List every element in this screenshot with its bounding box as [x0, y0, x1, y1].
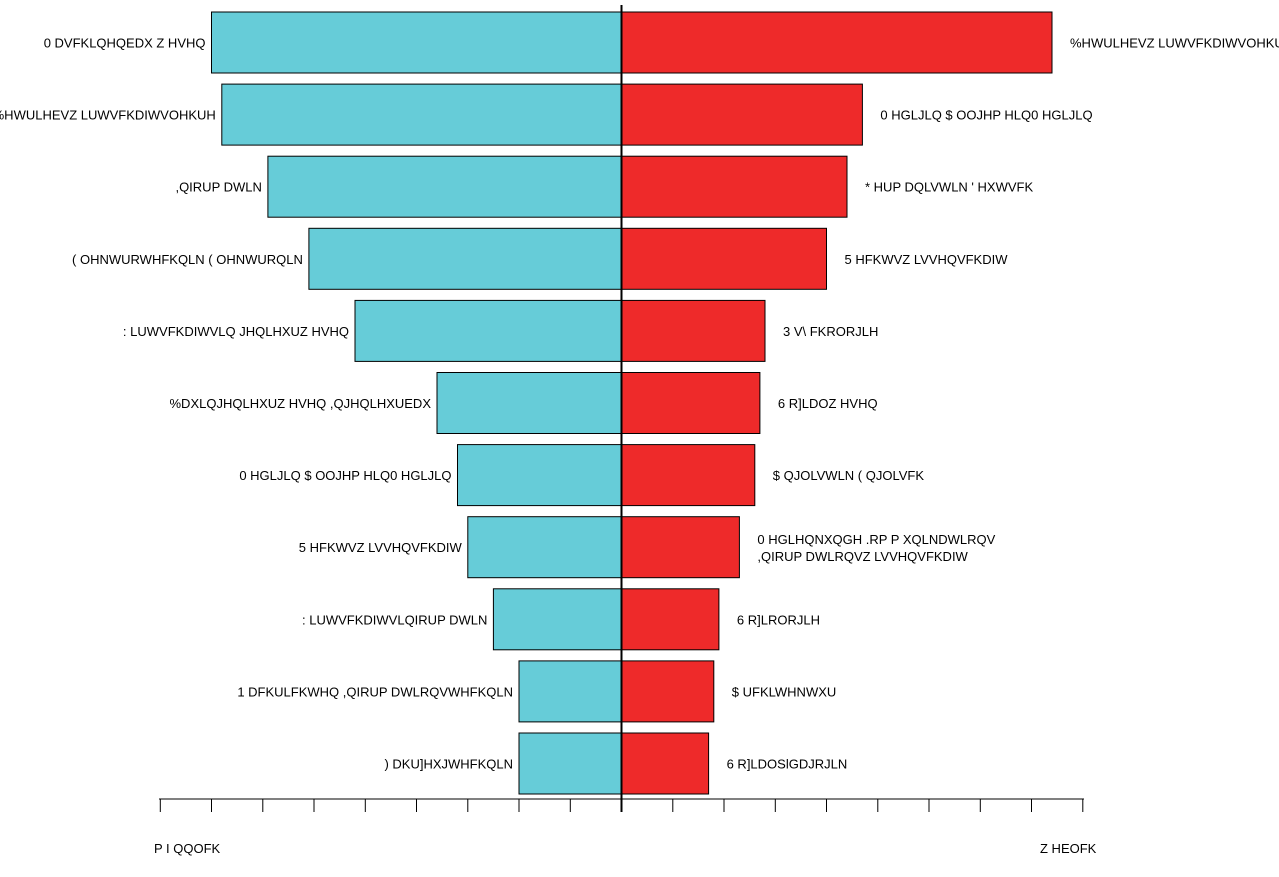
category-label-left: : LUWVFKDIWVLQ JHQLHXUZ HVHQ: [123, 324, 349, 339]
category-label-left: %HWULHEVZ LUWVFKDIWVOHKUH: [0, 108, 216, 123]
category-label-left: 0 DVFKLQHQEDX Z HVHQ: [44, 36, 206, 51]
bar-left: [457, 444, 622, 507]
bar-left: [221, 83, 623, 146]
bar-left: [211, 11, 622, 74]
bar-left: [267, 155, 622, 218]
bar-right: [621, 299, 766, 362]
bar-left: [492, 588, 622, 651]
category-label-right: %HWULHEVZ LUWVFKDIWVOHKUH: [1070, 36, 1279, 51]
bar-right: [621, 516, 740, 579]
axis-label-right: Z HEOFK: [1040, 841, 1097, 856]
category-label-right: 0 HGLJLQ $ OOJHP HLQ0 HGLJLQ: [880, 108, 1092, 123]
category-label-left: ( OHNWURWHFKQLN ( OHNWURQLN: [72, 252, 303, 267]
category-label-right: 3 V\ FKRORJLH: [783, 324, 878, 339]
right-series-bars: [621, 11, 1053, 795]
axis-label-left: P I QQOFK: [154, 841, 221, 856]
bar-right: [621, 588, 720, 651]
bar-left: [354, 299, 622, 362]
bar-left: [467, 516, 623, 579]
left-series-category-labels: 0 DVFKLQHQEDX Z HVHQ %HWULHEVZ LUWVFKDIWV…: [0, 36, 513, 772]
x-axis-ticks: [159, 799, 1084, 812]
bar-right: [621, 227, 827, 290]
bar-right: [621, 83, 863, 146]
bar-right: [621, 444, 756, 507]
category-label-left: 1 DFKULFKWHQ ,QIRUP DWLRQVWHFKQLN: [237, 684, 513, 699]
category-label-left: 0 HGLJLQ $ OOJHP HLQ0 HGLJLQ: [239, 468, 451, 483]
category-label-right: 0 HGLHQNXQGH .RP P XQLNDWLRQV ,QIRUP DWLR…: [757, 532, 995, 564]
category-label-right: 5 HFKWVZ LVVHQVFKDIW: [845, 252, 1009, 267]
bar-right: [621, 660, 715, 723]
bar-left: [518, 732, 622, 795]
category-label-right: $ QJOLVWLN ( QJOLVFK: [773, 468, 925, 483]
bar-left: [518, 660, 622, 723]
category-label-left: %DXLQJHQLHXUZ HVHQ ,QJHQLHXUEDX: [170, 396, 432, 411]
bar-right: [621, 155, 848, 218]
bar-left: [308, 227, 622, 290]
bar-right: [621, 732, 710, 795]
category-label-left: : LUWVFKDIWVLQIRUP DWLN: [302, 612, 487, 627]
bar-right: [621, 11, 1053, 74]
category-label-left: ,QIRUP DWLN: [175, 180, 261, 195]
bar-left: [436, 372, 622, 434]
left-series-bars: [211, 11, 623, 795]
category-label-right: $ UFKLWHNWXU: [732, 684, 836, 699]
category-label-right: * HUP DQLVWLN ' HXWVFK: [865, 180, 1033, 195]
category-label-right: 6 R]LDOZ HVHQ: [778, 396, 878, 411]
category-label-left: 5 HFKWVZ LVVHQVFKDIW: [299, 540, 463, 555]
bar-right: [621, 372, 761, 434]
category-label-left: ) DKU]HXJWHFKQLN: [384, 757, 513, 772]
category-label-right: 6 R]LRORJLH: [737, 612, 820, 627]
category-label-right: 6 R]LDOSlGDJRJLN: [727, 757, 848, 772]
right-series-category-labels: %HWULHEVZ LUWVFKDIWVOHKUH 0 HGLJLQ $ OOJH…: [727, 36, 1279, 772]
